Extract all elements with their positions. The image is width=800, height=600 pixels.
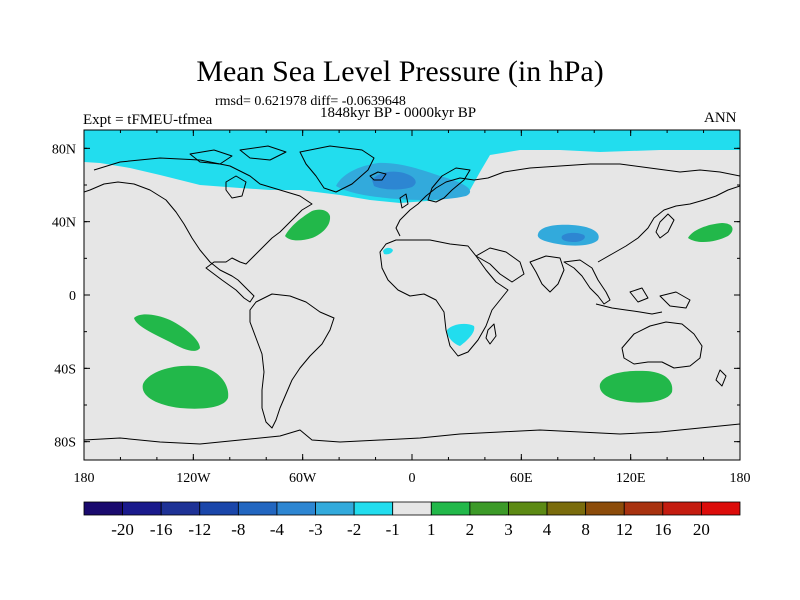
colorbar-label: 2 <box>466 520 475 539</box>
colorbar-swatch <box>276 501 316 516</box>
colorbar-swatch <box>546 501 587 516</box>
anomaly-nw-pacific <box>688 223 733 243</box>
colorbar-swatch <box>392 501 432 516</box>
colorbar-swatch <box>83 501 123 516</box>
colorbar-swatch <box>662 501 702 516</box>
colorbar-swatch <box>469 501 509 516</box>
anomaly-southern-africa <box>447 323 475 346</box>
y-tick-label: 80S <box>54 436 76 451</box>
colorbar-swatch <box>237 501 278 516</box>
x-tick-label: 0 <box>409 471 416 486</box>
colorbar-label: -8 <box>231 520 245 539</box>
colorbar-swatch <box>623 501 664 516</box>
colorbar-swatch <box>353 501 394 516</box>
anomaly-north-atlantic-high <box>285 209 331 241</box>
x-tick-label: 120W <box>176 471 211 486</box>
x-tick-label: 120E <box>616 471 646 486</box>
colorbar-swatch <box>701 501 741 516</box>
anomaly-south-pacific-midlat <box>142 365 229 409</box>
colorbar-label: 20 <box>693 520 710 539</box>
x-tick-label: 60E <box>510 471 533 486</box>
colorbar-label: -3 <box>308 520 322 539</box>
colorbar-label: 16 <box>654 520 671 539</box>
colorbar-label: -4 <box>270 520 285 539</box>
colorbar-label: -2 <box>347 520 361 539</box>
anomaly-south-pacific-subtropical <box>134 314 200 351</box>
colorbar-label: -12 <box>188 520 211 539</box>
colorbar-swatch <box>160 501 201 516</box>
colorbar-swatch <box>585 501 625 516</box>
colorbar-label: 12 <box>616 520 633 539</box>
axes: 180 120W 60W 0 60E 120E 180 80N 40N 0 40S 80S <box>52 130 751 486</box>
y-tick-label: 40N <box>52 216 76 231</box>
colorbar-label: -1 <box>386 520 400 539</box>
colorbar-swatch <box>508 501 548 516</box>
colorbar-label: 4 <box>543 520 552 539</box>
y-tick-label: 40S <box>54 362 76 377</box>
y-tick-label: 0 <box>69 289 76 304</box>
time-period-label: 1848kyr BP - 0000kyr BP <box>320 105 477 121</box>
coastlines <box>84 145 740 445</box>
colorbar-label: 1 <box>427 520 436 539</box>
colorbar-swatch <box>122 501 162 516</box>
anomaly-arctic-band <box>84 130 740 203</box>
anomaly-tibet-core <box>561 232 585 242</box>
colorbar: -20 -16 -12 -8 -4 -3 -2 -1 1 2 3 4 8 12 16 20 <box>83 501 741 539</box>
anomaly-iberia <box>383 247 393 255</box>
colorbar-swatch <box>315 501 355 516</box>
x-tick-label: 60W <box>289 471 317 486</box>
experiment-label: Expt = tFMEU-tfmea <box>83 112 213 128</box>
colorbar-label: -16 <box>150 520 173 539</box>
colorbar-label: 3 <box>504 520 513 539</box>
x-tick-label: 180 <box>74 471 95 486</box>
y-tick-label: 80N <box>52 142 76 157</box>
colorbar-swatch <box>199 501 239 516</box>
colorbar-swatch <box>430 501 471 516</box>
colorbar-label: 8 <box>581 520 590 539</box>
rmsd-diff-stats: rmsd= 0.621978 diff= -0.0639648 <box>215 94 406 109</box>
x-tick-label: 180 <box>730 471 751 486</box>
colorbar-label: -20 <box>111 520 134 539</box>
anomaly-north-atlantic-core <box>372 171 416 190</box>
anomaly-south-indian <box>599 370 673 403</box>
chart-title: Mean Sea Level Pressure (in hPa) <box>196 55 604 88</box>
season-label: ANN <box>704 110 737 126</box>
